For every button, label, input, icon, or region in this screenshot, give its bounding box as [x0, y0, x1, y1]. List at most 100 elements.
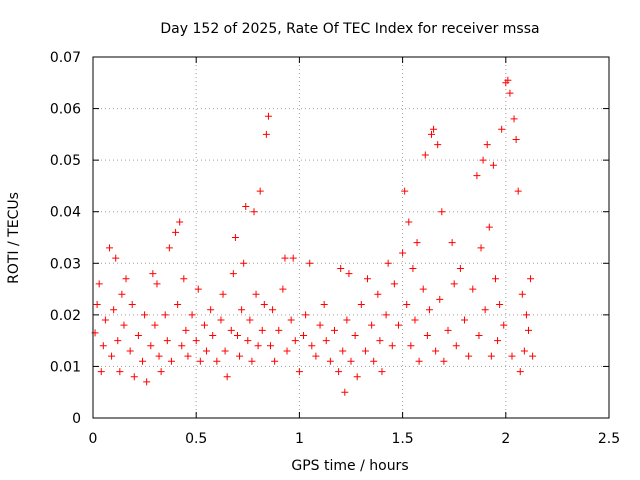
data-point [525, 326, 533, 334]
data-point [207, 306, 215, 314]
data-point [337, 264, 345, 272]
y-tick-label: 0.01 [50, 359, 81, 375]
data-point [108, 352, 116, 360]
data-point [283, 347, 291, 355]
data-point [151, 321, 159, 329]
data-point [291, 337, 299, 345]
x-axis-label: GPS time / hours [291, 458, 408, 474]
data-point [110, 306, 118, 314]
data-point [275, 326, 283, 334]
x-tick-label: 0.5 [185, 431, 207, 447]
data-point [339, 347, 347, 355]
data-point [475, 331, 483, 339]
data-point [271, 357, 279, 365]
axis-ticks [92, 56, 610, 419]
data-point [203, 347, 211, 355]
x-tick-label: 1.5 [391, 431, 413, 447]
grid-lines [93, 57, 609, 418]
data-point [516, 368, 524, 376]
y-axis-label: ROTI / TECUs [6, 192, 22, 284]
data-point [423, 331, 431, 339]
data-point [97, 368, 105, 376]
data-point [434, 141, 442, 149]
data-point [456, 264, 464, 272]
data-point [312, 352, 320, 360]
y-tick-label: 0 [72, 411, 81, 427]
data-point [231, 234, 239, 241]
data-point [308, 342, 316, 350]
data-point [256, 187, 264, 195]
data-point [469, 285, 477, 293]
x-tick-label: 1 [295, 431, 304, 447]
data-point [236, 352, 244, 360]
data-point [518, 290, 526, 298]
data-point [244, 337, 252, 345]
data-point [130, 373, 138, 381]
data-point [200, 321, 208, 329]
data-point [347, 357, 355, 365]
data-point [341, 388, 349, 396]
data-point [165, 244, 173, 252]
data-point [450, 280, 458, 288]
data-point [436, 295, 444, 303]
data-point [440, 357, 448, 365]
x-tick-label: 2.5 [598, 431, 620, 447]
data-point [368, 321, 376, 329]
data-point [192, 337, 200, 345]
data-point [227, 326, 235, 334]
data-point [403, 301, 411, 309]
data-point [401, 187, 409, 195]
data-point [209, 331, 217, 339]
data-point [388, 342, 396, 350]
data-point [120, 321, 128, 329]
data-point [126, 347, 134, 355]
data-point [510, 115, 518, 123]
data-point [448, 239, 456, 247]
data-point [322, 337, 330, 345]
data-point [260, 301, 268, 309]
data-point [180, 275, 188, 283]
data-point [512, 136, 520, 144]
data-point [252, 290, 260, 298]
data-point [238, 306, 246, 314]
data-point [143, 378, 151, 386]
plot-frame [92, 56, 610, 419]
data-point [496, 301, 504, 309]
data-point [242, 203, 250, 211]
data-point [394, 321, 402, 329]
data-point [112, 254, 120, 262]
data-point [405, 218, 413, 226]
data-points [91, 76, 537, 396]
data-point [409, 264, 417, 272]
data-point [134, 331, 142, 339]
data-point [330, 326, 338, 334]
data-point [248, 357, 256, 365]
data-point [184, 352, 192, 360]
data-point [374, 290, 382, 298]
data-point [514, 187, 522, 195]
data-point [116, 368, 124, 376]
data-point [415, 357, 423, 365]
data-point [432, 347, 440, 355]
data-point [128, 301, 136, 309]
y-tick-label: 0.06 [50, 102, 81, 118]
data-point [141, 311, 149, 319]
x-tick-labels: 0 0.5 1 1.5 2 2.5 [89, 431, 621, 447]
data-point [163, 337, 171, 345]
data-point [233, 331, 241, 339]
data-point [498, 125, 506, 133]
data-point [421, 151, 429, 159]
data-point [174, 301, 182, 309]
data-point [407, 342, 415, 350]
y-tick-label: 0.02 [50, 308, 81, 324]
data-point [306, 259, 314, 267]
data-point [465, 352, 473, 360]
data-point [101, 316, 109, 324]
data-point [357, 301, 365, 309]
data-point [390, 280, 398, 288]
data-point [302, 311, 310, 319]
data-point [351, 331, 359, 339]
data-point [178, 342, 186, 350]
data-point [411, 316, 419, 324]
data-point [335, 368, 343, 376]
